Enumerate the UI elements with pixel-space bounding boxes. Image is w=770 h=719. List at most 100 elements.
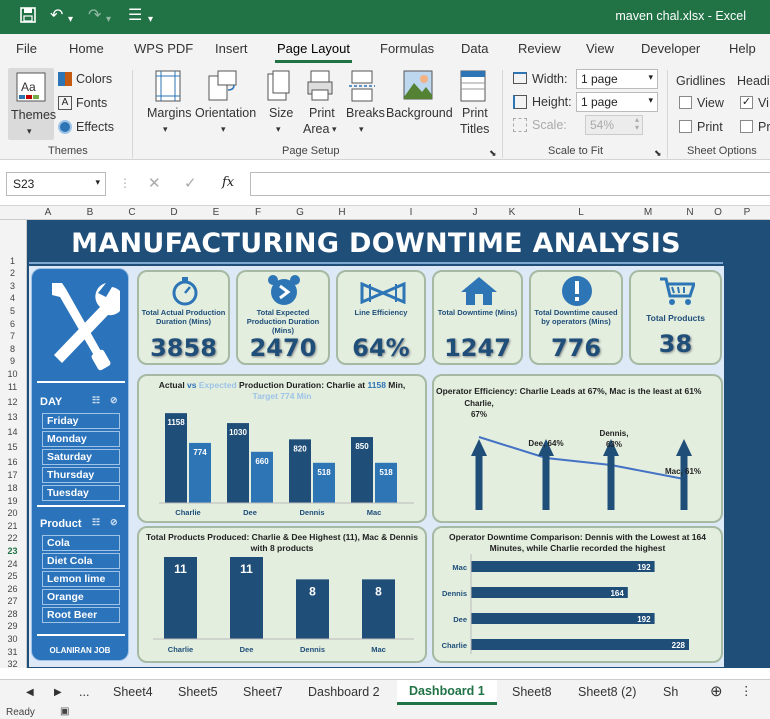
- column-header-a[interactable]: A: [44, 207, 52, 218]
- column-header-m[interactable]: M: [643, 207, 653, 218]
- row-header-32[interactable]: 32: [7, 659, 18, 669]
- row-header-14[interactable]: 14: [7, 427, 18, 437]
- row-header-10[interactable]: 10: [7, 369, 18, 379]
- row-header-9[interactable]: 9: [9, 356, 15, 366]
- column-header-i[interactable]: I: [409, 207, 413, 218]
- name-box[interactable]: S23 ▾: [6, 172, 106, 196]
- scale-input[interactable]: 54% ▴ ▾: [585, 115, 643, 135]
- sheet-tab-sheet7[interactable]: Sheet7: [243, 685, 283, 699]
- macro-record-icon[interactable]: ▣: [60, 706, 70, 717]
- row-header-6[interactable]: 6: [9, 319, 15, 329]
- row-header-30[interactable]: 30: [7, 634, 18, 644]
- gridlines-view-checkbox[interactable]: [679, 96, 692, 109]
- redo-icon[interactable]: ↷: [88, 7, 102, 24]
- column-header-f[interactable]: F: [254, 207, 262, 218]
- column-header-e[interactable]: E: [212, 207, 220, 218]
- row-header-4[interactable]: 4: [9, 293, 15, 303]
- row-header-15[interactable]: 15: [7, 442, 18, 452]
- column-header-k[interactable]: K: [508, 207, 516, 218]
- row-header-3[interactable]: 3: [9, 281, 15, 291]
- row-header-24[interactable]: 24: [7, 559, 18, 569]
- orientation-button[interactable]: Orientation: [195, 106, 257, 120]
- sheet-tab-more[interactable]: ...: [79, 685, 90, 699]
- background-button[interactable]: Background: [386, 106, 453, 120]
- row-header-5[interactable]: 5: [9, 306, 15, 316]
- column-header-l[interactable]: L: [578, 207, 584, 218]
- column-header-o[interactable]: O: [714, 207, 722, 218]
- tab-help[interactable]: Help: [729, 41, 756, 56]
- redo-dropdown-icon[interactable]: ▾: [106, 14, 112, 25]
- page-setup-launcher-icon[interactable]: ⬊: [489, 148, 497, 158]
- slicer-item-monday[interactable]: Monday: [42, 431, 120, 447]
- tab-wps-pdf[interactable]: WPS PDF: [134, 41, 194, 56]
- column-header-p[interactable]: P: [743, 207, 751, 218]
- toolbar-dropdown-icon[interactable]: ▾: [148, 14, 154, 25]
- multi-select-icon[interactable]: ☷: [92, 395, 101, 405]
- column-header-n[interactable]: N: [686, 207, 694, 218]
- size-button[interactable]: Size: [269, 106, 294, 120]
- row-header-7[interactable]: 7: [9, 331, 15, 341]
- headings-view-checkbox[interactable]: ✓: [740, 96, 753, 109]
- undo-icon[interactable]: ↶: [50, 7, 64, 24]
- customize-toolbar-icon[interactable]: ☰: [128, 7, 143, 24]
- slicer-item-orange[interactable]: Orange: [42, 589, 120, 605]
- column-header-h[interactable]: H: [338, 207, 346, 218]
- tab-file[interactable]: File: [16, 41, 37, 56]
- row-header-26[interactable]: 26: [7, 584, 18, 594]
- slicer-item-friday[interactable]: Friday: [42, 413, 120, 429]
- tab-review[interactable]: Review: [518, 41, 561, 56]
- column-header-b[interactable]: B: [86, 207, 94, 218]
- row-header-20[interactable]: 20: [7, 508, 18, 518]
- column-header-j[interactable]: J: [472, 207, 478, 218]
- save-icon[interactable]: [20, 7, 36, 28]
- formula-input[interactable]: [250, 172, 770, 196]
- row-header-13[interactable]: 13: [7, 412, 18, 422]
- print-area-button[interactable]: Print: [309, 106, 335, 120]
- width-select[interactable]: 1 page ▾: [576, 69, 658, 89]
- sheet-tab-sheet8-2[interactable]: Sheet8 (2): [578, 685, 637, 699]
- scale-to-fit-launcher-icon[interactable]: ⬊: [654, 148, 662, 158]
- tab-insert[interactable]: Insert: [215, 41, 248, 56]
- tab-page-layout[interactable]: Page Layout: [274, 41, 353, 63]
- enter-icon[interactable]: ✓: [184, 175, 197, 192]
- slicer-item-cola[interactable]: Cola: [42, 535, 120, 551]
- row-header-8[interactable]: 8: [9, 344, 15, 354]
- slicer-item-diet-cola[interactable]: Diet Cola: [42, 553, 120, 569]
- column-header-d[interactable]: D: [170, 207, 178, 218]
- insert-function-icon[interactable]: fx: [222, 175, 235, 190]
- breaks-button[interactable]: Breaks: [346, 106, 385, 120]
- row-header-11[interactable]: 11: [7, 382, 18, 392]
- row-header-27[interactable]: 27: [7, 596, 18, 606]
- slicer-item-tuesday[interactable]: Tuesday: [42, 485, 120, 501]
- row-header-17[interactable]: 17: [7, 470, 18, 480]
- row-header-29[interactable]: 29: [7, 621, 18, 631]
- row-header-16[interactable]: 16: [7, 457, 18, 467]
- clear-filter-icon[interactable]: ⊘: [110, 395, 118, 405]
- cancel-icon[interactable]: ✕: [148, 175, 161, 192]
- add-sheet-icon[interactable]: ⊕: [710, 683, 723, 700]
- print-titles-button[interactable]: Print: [462, 106, 488, 120]
- tab-developer[interactable]: Developer: [641, 41, 701, 56]
- slicer-item-thursday[interactable]: Thursday: [42, 467, 120, 483]
- height-select[interactable]: 1 page ▾: [576, 92, 658, 112]
- row-header-23[interactable]: 23: [7, 546, 18, 556]
- row-header-31[interactable]: 31: [7, 647, 18, 657]
- fonts-button[interactable]: Fonts: [76, 96, 108, 110]
- tab-view[interactable]: View: [586, 41, 614, 56]
- row-header-2[interactable]: 2: [9, 268, 15, 278]
- tab-data[interactable]: Data: [461, 41, 489, 56]
- row-header-19[interactable]: 19: [7, 496, 18, 506]
- slicer-item-lemon-lime[interactable]: Lemon lime: [42, 571, 120, 587]
- sheet-tab-dashboard-1[interactable]: Dashboard 1: [397, 680, 497, 705]
- tab-formulas[interactable]: Formulas: [380, 41, 435, 56]
- gridlines-print-checkbox[interactable]: [679, 120, 692, 133]
- scroll-left-icon[interactable]: ◀: [26, 687, 34, 698]
- sheet-tab-sheet8[interactable]: Sheet8: [512, 685, 552, 699]
- sheet-tab-sheet5[interactable]: Sheet5: [178, 685, 218, 699]
- effects-button[interactable]: Effects: [76, 120, 114, 134]
- slicer-item-root-beer[interactable]: Root Beer: [42, 607, 120, 623]
- clear-filter-icon[interactable]: ⊘: [110, 517, 118, 527]
- slicer-item-saturday[interactable]: Saturday: [42, 449, 120, 465]
- row-header-22[interactable]: 22: [7, 533, 18, 543]
- multi-select-icon[interactable]: ☷: [92, 517, 101, 527]
